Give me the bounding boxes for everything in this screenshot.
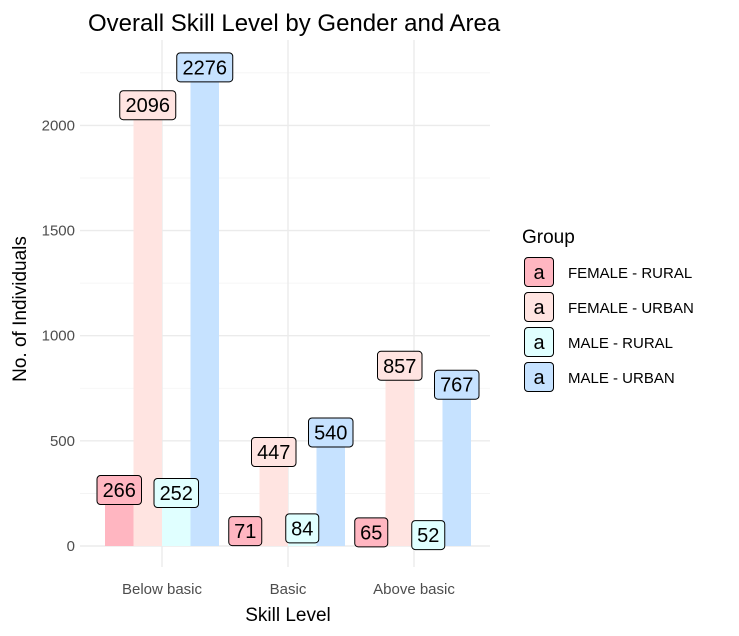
legend-key-glyph: a [533, 332, 545, 354]
data-label-text: 447 [257, 442, 290, 464]
data-label: 65 [354, 517, 389, 548]
legend-item: a FEMALE - RURAL [523, 256, 692, 288]
legend-label: FEMALE - RURAL [568, 265, 692, 282]
x-axis-ticks: Below basic Basic Above basic [122, 581, 455, 598]
x-tick-label: Below basic [122, 581, 203, 598]
bar [133, 105, 162, 547]
legend-key-glyph: a [533, 367, 545, 389]
legend-label: MALE - URBAN [568, 370, 675, 387]
data-label-box [176, 52, 234, 83]
legend-item: a MALE - RURAL [523, 326, 673, 358]
y-tick-label: 1500 [42, 223, 75, 240]
legend-key [524, 327, 554, 357]
data-label-box [434, 369, 480, 400]
data-label-text: 857 [383, 356, 416, 378]
x-tick-label: Above basic [373, 581, 455, 598]
x-tick-label: Basic [270, 581, 307, 598]
data-label: 71 [228, 516, 263, 547]
y-tick-label: 1000 [42, 328, 75, 345]
data-label: 84 [285, 513, 320, 544]
data-label-text: 52 [417, 525, 439, 547]
legend-key-glyph: a [533, 262, 545, 284]
data-label-text: 65 [360, 522, 382, 544]
data-label-text: 2096 [126, 95, 171, 117]
data-label-box [377, 350, 423, 381]
data-label: 266 [96, 475, 142, 506]
data-label-box [285, 513, 320, 544]
data-label-box [251, 436, 297, 467]
bar [259, 451, 288, 546]
data-label: 540 [308, 417, 354, 448]
legend-label: FEMALE - URBAN [568, 300, 694, 317]
bar [442, 384, 471, 546]
data-label-text: 767 [440, 375, 473, 397]
legend-item: a MALE - URBAN [523, 361, 675, 393]
legend-item: a FEMALE - URBAN [523, 291, 694, 323]
y-tick-label: 0 [67, 538, 75, 555]
data-label-box [354, 517, 389, 548]
legend-title: Group [522, 227, 575, 248]
data-label: 447 [251, 436, 297, 467]
y-tick-label: 2000 [42, 117, 75, 134]
legend-label: MALE - RURAL [568, 335, 673, 352]
y-axis-title: No. of Individuals [10, 236, 31, 382]
bar [190, 67, 219, 546]
x-axis-title: Skill Level [245, 605, 331, 626]
data-label-box [411, 520, 446, 551]
data-label-text: 2276 [183, 57, 228, 79]
data-label-text: 71 [234, 521, 256, 543]
data-label-box [153, 478, 199, 509]
data-label-text: 540 [314, 422, 347, 444]
data-label-text: 266 [103, 480, 136, 502]
data-label: 2276 [176, 52, 234, 83]
y-tick-label: 500 [50, 433, 75, 450]
data-label-box [119, 90, 177, 121]
legend-key-glyph: a [533, 297, 545, 319]
legend: Group a FEMALE - RURAL a FEMALE - URBAN a MAL… [522, 227, 694, 393]
data-label-box [228, 516, 263, 547]
data-label-box [308, 417, 354, 448]
y-axis-ticks: 0 500 1000 1500 2000 [42, 117, 75, 555]
data-label: 252 [153, 478, 199, 509]
data-label: 2096 [119, 90, 177, 121]
data-label-box [96, 475, 142, 506]
data-label: 52 [411, 520, 446, 551]
data-label-text: 84 [291, 518, 313, 540]
legend-key [524, 292, 554, 322]
data-labels: 266 71 65 2096 447 857 252 84 52 2276 540 767 [96, 52, 480, 551]
bars [105, 67, 471, 547]
legend-key [524, 362, 554, 392]
bar [385, 365, 414, 546]
data-label: 767 [434, 369, 480, 400]
chart-title: Overall Skill Level by Gender and Area [88, 10, 501, 37]
data-label: 857 [377, 350, 423, 381]
legend-key [524, 257, 554, 287]
data-label-text: 252 [160, 483, 193, 505]
bar [316, 432, 345, 546]
